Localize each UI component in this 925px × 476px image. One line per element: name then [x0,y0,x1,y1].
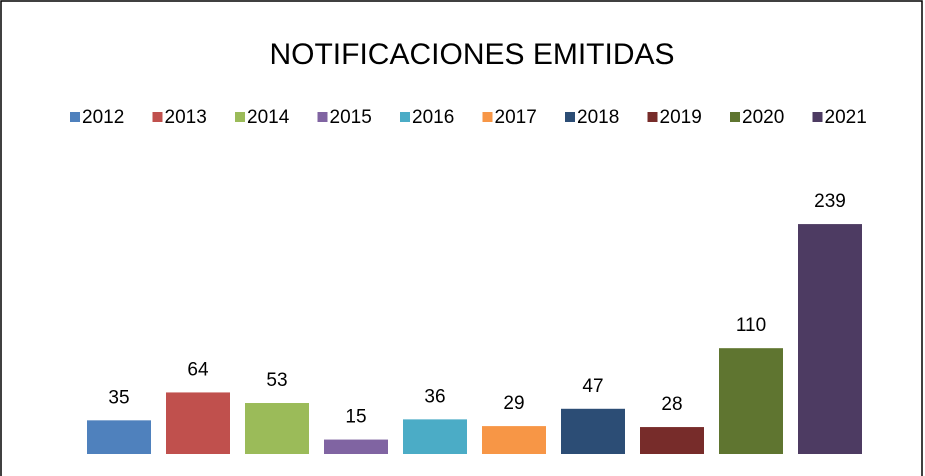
bar [245,403,309,454]
data-label: 53 [266,370,287,391]
bar [482,426,546,454]
legend-swatch [647,112,658,122]
data-label: 110 [736,315,766,336]
legend-swatch [317,112,328,122]
legend-label: 2019 [660,107,702,128]
legend-label: 2012 [82,107,124,128]
legend-label: 2014 [247,107,290,128]
data-label: 29 [503,393,524,414]
legend-swatch [400,112,410,122]
data-label: 35 [108,387,129,408]
data-label: 239 [814,191,846,212]
bar [798,224,862,454]
legend-label: 2021 [825,107,867,128]
legend-swatch [730,112,740,122]
legend-swatch [70,112,80,122]
legend-label: 2017 [495,107,537,128]
legend-label: 2015 [330,107,372,128]
bar [719,348,783,454]
chart-title: NOTIFICACIONES EMITIDAS [269,38,674,71]
legend-swatch [152,112,163,122]
legend-swatch [565,112,575,122]
legend-swatch [235,112,245,122]
bar [324,439,388,454]
bar [561,408,625,454]
data-label: 15 [345,407,366,428]
legend-swatch [482,112,493,122]
bar [403,419,467,454]
legend-label: 2020 [742,107,784,128]
legend-swatch [812,112,823,122]
data-label: 64 [187,359,209,380]
bar [166,392,230,454]
data-label: 36 [424,386,445,407]
data-label: 28 [661,394,682,415]
legend-label: 2013 [165,107,207,128]
bar [640,427,704,454]
legend-label: 2016 [412,107,454,128]
data-label: 47 [582,376,603,397]
legend-label: 2018 [577,107,619,128]
bar [87,420,151,454]
